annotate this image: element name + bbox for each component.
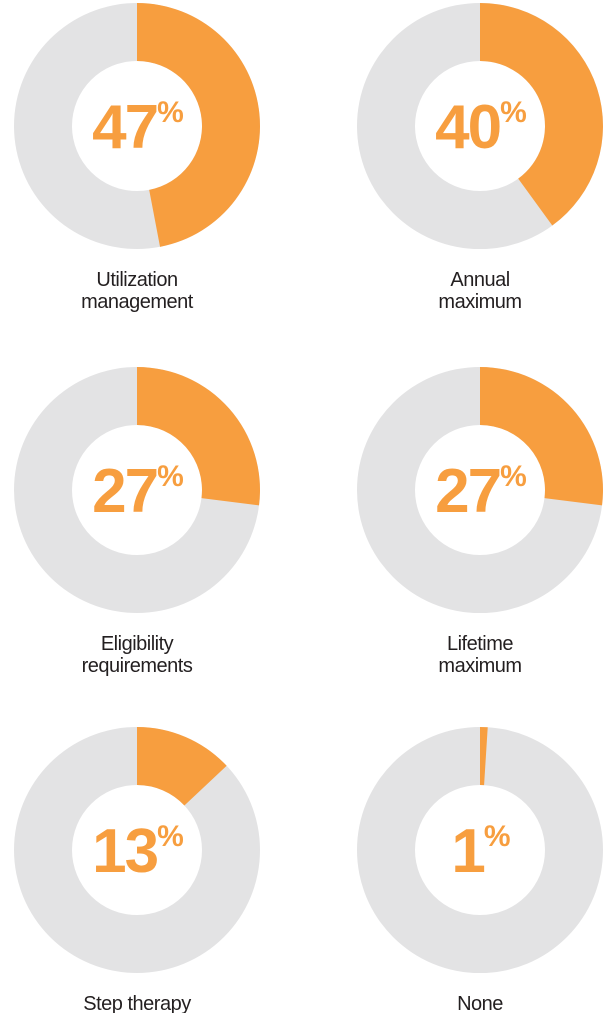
chart-title: Utilization management (81, 269, 194, 313)
value-label: 1% (451, 817, 509, 886)
donut-segment (137, 727, 227, 806)
donut-segment (480, 3, 603, 226)
donut-segment (137, 367, 260, 506)
donut-track (357, 726, 603, 974)
donut-segment (480, 367, 603, 506)
value-label: 47% (92, 93, 183, 162)
value-label: 40% (435, 93, 526, 162)
chart-title: Lifetime maximum (438, 633, 521, 677)
donut-segment (480, 727, 488, 786)
chart-title: Eligibility requirements (82, 633, 193, 677)
value-label: 27% (92, 457, 183, 526)
chart-title: Annual maximum (438, 269, 521, 313)
donut-segment (137, 3, 260, 247)
chart-title: None (457, 993, 503, 1013)
value-label: 13% (92, 817, 183, 886)
value-label: 27% (435, 457, 526, 526)
chart-title: Step therapy (83, 993, 191, 1013)
